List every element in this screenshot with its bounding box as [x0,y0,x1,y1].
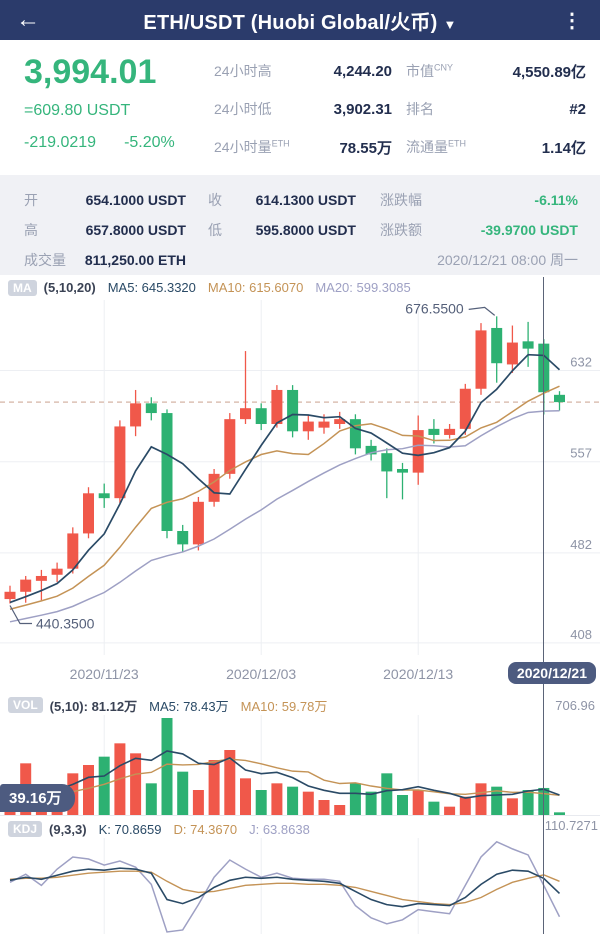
kdj-axis-max: 110.7271 [544,818,598,833]
svg-text:676.5500: 676.5500 [405,300,464,316]
pair-title-text: ETH/USDT (Huobi Global/火币) [143,11,438,34]
volume-level-badge: 39.16万 [0,784,75,812]
ohlc-info-panel: 开 654.1000 USDT 收 614.1300 USDT 涨跌幅 -6.1… [0,175,600,275]
close-value: 614.1300 USDT [255,192,356,208]
candle-timestamp: 2020/12/21 08:00 周一 [437,252,578,268]
back-icon[interactable]: ← [16,6,40,33]
change-abs-label: 涨跌额 [380,222,422,238]
stat-label-rank: 排名 [406,101,434,117]
top-navigation-bar: ← ETH/USDT (Huobi Global/火币) ▼ ⋮ [0,0,600,40]
x-axis-date-label: 2020/12/03 [226,666,297,682]
svg-text:440.3500: 440.3500 [36,616,95,632]
vol-params: (5,10): 81.12万 [49,698,138,714]
ma10-value: MA10: 615.6070 [207,280,304,295]
svg-text:632: 632 [570,355,592,370]
pair-title[interactable]: ETH/USDT (Huobi Global/火币) ▼ [56,6,544,35]
stat-value-24h-high: 4,244.20 [333,62,392,80]
menu-kebab-icon[interactable]: ⋮ [562,9,582,32]
change-absolute: -219.0219 [24,134,97,151]
change-abs-value: -39.9700 USDT [480,222,578,238]
ma20-value: MA20: 599.3085 [315,280,411,295]
vol-ma10-value: MA10: 59.78万 [240,698,328,714]
stat-label-24h-low: 24小时低 [214,101,272,117]
change-percent: -5.20% [124,134,175,151]
svg-text:408: 408 [570,627,592,642]
stat-label-24h-volume: 24小时量ETH [214,138,290,155]
low-value: 595.8000 USDT [255,222,356,238]
close-label: 收 [208,192,222,208]
vol-axis-max: 706.96 [555,698,595,713]
chevron-down-icon: ▼ [443,16,457,32]
x-axis-labels: 2020/12/21 2020/11/23 2020/12/03 2020/12/1… [0,655,600,695]
kdj-chart[interactable] [0,838,600,934]
svg-text:482: 482 [570,537,592,552]
stat-label-24h-high: 24小时高 [214,63,272,79]
vol-badge: VOL [8,697,43,713]
price-panel: 3,994.01 =609.80 USDT -219.0219 -5.20% 2… [0,40,600,175]
volume-value: 811,250.00 ETH [84,252,186,268]
open-value: 654.1000 USDT [85,192,186,208]
ma-badge: MA [8,279,37,296]
open-label: 开 [24,192,38,208]
x-axis-date-label: 2020/11/23 [69,666,139,682]
kdj-badge: KDJ [8,821,43,837]
kdj-d-value: D: 74.3670 [173,821,238,837]
stat-value-24h-low: 3,902.31 [333,100,392,118]
crosshair-line [543,277,544,934]
vol-ma5-value: MA5: 78.43万 [149,698,229,714]
ma5-value: MA5: 645.3320 [107,280,196,295]
price-block: 3,994.01 =609.80 USDT -219.0219 -5.20% [24,52,214,175]
stat-value-marketcap: 4,550.89亿 [512,63,586,81]
change-pct-value: -6.11% [534,192,578,208]
kdj-k-value: K: 70.8659 [98,821,162,837]
last-price: 3,994.01 [24,53,157,91]
change-pct-label: 涨跌幅 [380,192,422,208]
price-change: -219.0219 -5.20% [24,134,214,152]
market-stats: 24小时高 4,244.20 市值CNY 4,550.89亿 24小时低 3,9… [214,52,600,175]
x-axis-date-label: 2020/12/13 [383,666,454,682]
high-label: 高 [24,222,38,238]
stat-value-24h-volume: 78.55万 [339,139,392,157]
stat-value-circulating: 1.14亿 [541,139,586,157]
kdj-j-value: J: 63.8638 [249,821,310,837]
volume-label: 成交量 [24,252,66,268]
volume-chart[interactable] [0,715,600,815]
stat-label-circulating: 流通量ETH [406,138,466,155]
svg-text:557: 557 [570,446,592,461]
stat-label-marketcap: 市值CNY [406,62,454,79]
fiat-equivalent: =609.80 USDT [24,102,131,119]
stat-value-rank: #2 [569,100,586,118]
kdj-params: (9,3,3) [49,821,87,837]
low-label: 低 [208,222,222,238]
kdj-indicator-header[interactable]: KDJ (9,3,3) K: 70.8659 D: 74.3670 J: 63.… [0,818,600,838]
vol-indicator-header[interactable]: VOL (5,10): 81.12万 MA5: 78.43万 MA10: 59.… [0,695,600,715]
candlestick-chart[interactable]: 632 557 482 408 676.5500 440.3500 [0,300,600,655]
selected-date-badge: 2020/12/21 [507,662,596,684]
ma-indicator-header[interactable]: MA (5,10,20) MA5: 645.3320 MA10: 615.607… [0,275,600,300]
high-value: 657.8000 USDT [85,222,186,238]
chart-area: MA (5,10,20) MA5: 645.3320 MA10: 615.607… [0,275,600,934]
ma-params: (5,10,20) [43,280,96,295]
pane-divider [0,815,600,820]
